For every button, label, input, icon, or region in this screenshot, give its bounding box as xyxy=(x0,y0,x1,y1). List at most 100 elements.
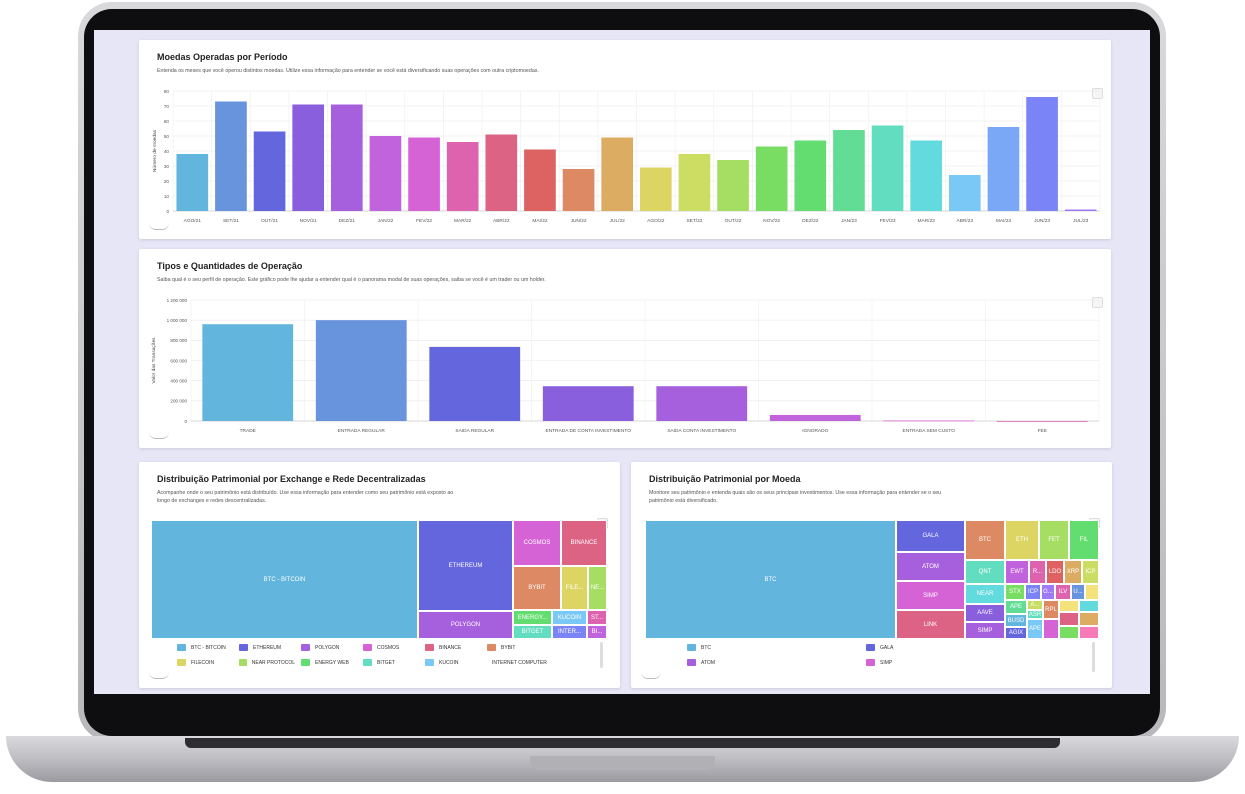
legend-item[interactable]: ATOM xyxy=(687,659,860,666)
treemap-cell-icp[interactable]: ICP xyxy=(1082,560,1099,584)
legend-item[interactable]: NEAR PROTOCOL xyxy=(239,659,295,666)
treemap-cell-a[interactable]: A... xyxy=(1027,600,1043,610)
legend-item[interactable]: POLYGON xyxy=(301,644,357,651)
bar xyxy=(987,127,1020,211)
treemap-cell-tiny-2[interactable] xyxy=(1059,600,1079,612)
card-title: Tipos e Quantidades de Operação xyxy=(157,261,303,271)
legend-swatch xyxy=(866,644,875,651)
treemap-cell-fet[interactable]: FET xyxy=(1039,520,1069,560)
x-tick-label: JAN/22 xyxy=(378,218,394,224)
treemap-cell-g[interactable]: G... xyxy=(1041,584,1055,600)
treemap-cell-bybit[interactable]: BYBIT xyxy=(513,566,561,610)
treemap-cell-tiny-4[interactable] xyxy=(1059,612,1079,626)
x-tick-label: JUN/22 xyxy=(571,218,587,224)
treemap-cell-icp-2[interactable]: ICP xyxy=(1025,584,1041,600)
card-exchange-distribution: Distribuição Patrimonial por Exchange e … xyxy=(139,462,620,688)
legend-swatch xyxy=(487,644,496,651)
legend-item[interactable]: SIMP xyxy=(866,659,1039,666)
treemap-cell-u[interactable]: U... xyxy=(1071,584,1085,600)
legend-scrollbar[interactable] xyxy=(600,642,603,668)
legend-item[interactable]: GALA xyxy=(866,644,1039,651)
treemap-cell-small[interactable] xyxy=(1085,584,1099,600)
treemap-cell-bitget[interactable]: BITGET xyxy=(513,625,552,639)
legend-item[interactable]: COSMOS xyxy=(363,644,419,651)
treemap-cell-btc[interactable]: BTC - BITCOIN xyxy=(151,520,418,639)
treemap-cell-cosmos[interactable]: COSMOS xyxy=(513,520,561,566)
treemap-cell-internet-computer[interactable]: INTER... xyxy=(552,625,587,639)
treemap-cell-bi[interactable]: BI... xyxy=(587,625,607,639)
treemap-cell-ldo[interactable]: LDO xyxy=(1046,560,1064,584)
treemap-cell-fil[interactable]: FIL xyxy=(1069,520,1099,560)
y-axis-label: Número de moedas xyxy=(152,129,158,172)
x-tick-label: NOV/21 xyxy=(300,218,317,224)
legend-item[interactable]: ENERGY WEB xyxy=(301,659,357,666)
laptop-notch xyxy=(530,756,715,770)
bar xyxy=(883,420,975,422)
treemap-cell-simp[interactable]: SIMP xyxy=(896,581,965,610)
treemap-cell-asr[interactable]: ASR xyxy=(1027,610,1043,619)
legend-item[interactable]: BITGET xyxy=(363,659,419,666)
legend-label: BINANCE xyxy=(439,644,462,651)
treemap-cell-stx[interactable]: STX xyxy=(1005,584,1025,600)
treemap-cell-ilv[interactable]: ILV xyxy=(1055,584,1071,600)
treemap-cell-tiny-5[interactable] xyxy=(1079,612,1099,626)
treemap-legend: BTC - BITCOIN ETHEREUM POLYGON COSMOS BINANC… xyxy=(177,644,547,666)
legend-item[interactable]: ETHEREUM xyxy=(239,644,295,651)
y-tick-label: 60 xyxy=(164,119,170,124)
treemap-cell-ewt[interactable]: EWT xyxy=(1005,560,1029,584)
bar xyxy=(524,149,556,211)
legend-swatch xyxy=(177,644,186,651)
treemap-cell-agix[interactable]: AGIX xyxy=(1005,627,1027,639)
treemap-cell-qnt[interactable]: QNT xyxy=(965,560,1005,584)
x-tick-label: AGO/21 xyxy=(184,218,202,224)
treemap-cell-busd[interactable]: BUSD xyxy=(1005,614,1027,627)
bar xyxy=(176,154,209,211)
bar xyxy=(202,324,294,421)
legend-item[interactable]: BTC xyxy=(687,644,860,651)
treemap-cell-btc-2[interactable]: BTC xyxy=(965,520,1005,560)
treemap-cell-xrp[interactable]: XRP xyxy=(1064,560,1082,584)
legend-item[interactable]: BTC - BITCOIN xyxy=(177,644,233,651)
treemap-cell-eth[interactable]: ETH xyxy=(1005,520,1039,560)
x-tick-label: MAI/23 xyxy=(996,218,1012,224)
treemap-cell-gala[interactable]: GALA xyxy=(896,520,965,552)
bar xyxy=(656,386,748,421)
treemap-cell-binance[interactable]: BINANCE xyxy=(561,520,607,566)
treemap-cell-st[interactable]: ST... xyxy=(587,610,607,625)
treemap-cell-ethereum[interactable]: ETHEREUM xyxy=(418,520,513,611)
bar xyxy=(292,104,325,211)
treemap-cell-btc[interactable]: BTC xyxy=(645,520,896,639)
treemap-cell-ape[interactable]: APE xyxy=(1005,600,1027,614)
treemap-cell-filecoin[interactable]: FILE... xyxy=(561,566,588,610)
legend-item[interactable]: BINANCE xyxy=(425,644,481,651)
x-tick-label: ENTRADA REGULAR xyxy=(338,428,386,434)
legend-item[interactable]: KUCOIN xyxy=(425,659,481,666)
treemap-cell-kucoin[interactable]: KUCOIN xyxy=(552,610,587,625)
treemap-cell-tiny-6[interactable] xyxy=(1059,626,1079,639)
treemap-cell-tiny-7[interactable] xyxy=(1079,626,1099,639)
legend-item[interactable]: FILECOIN xyxy=(177,659,233,666)
y-tick-label: 400 000 xyxy=(170,378,187,383)
legend-item[interactable]: BYBIT xyxy=(487,644,543,651)
legend-scrollbar[interactable] xyxy=(1092,642,1095,672)
x-tick-label: MAI/22 xyxy=(532,218,548,224)
treemap-cell-tiny-3[interactable] xyxy=(1079,600,1099,612)
treemap-cell-near[interactable]: NEAR xyxy=(965,584,1005,604)
treemap-cell-simp-2[interactable]: SIMP xyxy=(965,622,1005,639)
treemap-cell-tiny-1[interactable] xyxy=(1043,619,1059,639)
treemap-cell-ape-2[interactable]: APE xyxy=(1027,619,1043,639)
chart-menu-button[interactable] xyxy=(1092,297,1103,308)
legend-swatch xyxy=(301,644,310,651)
treemap-cell-aave[interactable]: AAVE xyxy=(965,604,1005,622)
treemap-cell-energy-web[interactable]: ENERGY... xyxy=(513,610,552,625)
chart-menu-button[interactable] xyxy=(1092,88,1103,99)
y-tick-label: 70 xyxy=(164,104,170,109)
legend-item[interactable]: INTERNET COMPUTER xyxy=(487,659,547,666)
treemap-cell-link[interactable]: LINK xyxy=(896,610,965,639)
treemap-cell-atom[interactable]: ATOM xyxy=(896,552,965,581)
treemap-cell-r[interactable]: R... xyxy=(1029,560,1046,584)
treemap-cell-polygon[interactable]: POLYGON xyxy=(418,611,513,639)
bar xyxy=(833,130,865,211)
treemap-cell-near[interactable]: NE... xyxy=(588,566,607,610)
treemap-cell-rpl[interactable]: RPL xyxy=(1043,600,1059,619)
